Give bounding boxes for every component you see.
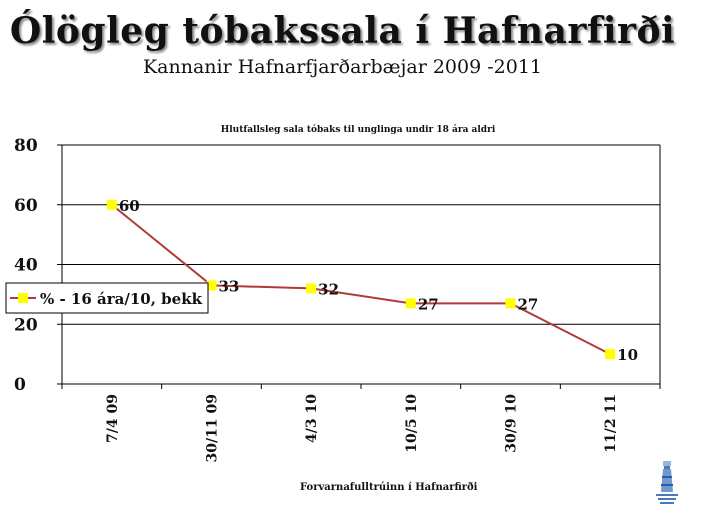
data-point [605, 349, 616, 360]
data-label: 60 [119, 197, 140, 215]
x-tick-label: 30/11 09 [205, 394, 221, 462]
y-tick-labels: 0 20 40 60 80 [14, 136, 38, 395]
y-tick-label: 40 [14, 256, 38, 276]
chart-axes [57, 144, 661, 389]
x-tick-label: 30/9 10 [504, 394, 520, 453]
footer-credit: Forvarnafulltrúinn í Hafnarfirði [300, 482, 478, 493]
series-line-path [111, 203, 611, 356]
data-label: 33 [219, 277, 240, 295]
x-tick-label: 11/2 11 [603, 394, 619, 453]
grid-lines [62, 144, 660, 325]
data-point [505, 298, 516, 309]
data-label: 32 [318, 280, 339, 298]
y-tick-label: 20 [14, 315, 38, 335]
data-point [306, 283, 317, 294]
data-label: 27 [518, 295, 539, 313]
y-tick-label: 60 [14, 196, 38, 216]
chart-legend: % - 16 ára/10, bekk [5, 282, 209, 314]
data-point [405, 298, 416, 309]
x-tick-label: 4/3 10 [304, 394, 320, 443]
data-point [206, 280, 217, 291]
chart-title: Hlutfallsleg sala tóbaks til unglinga un… [221, 124, 496, 135]
legend-marker [18, 293, 28, 303]
x-tick-label: 7/4 09 [105, 394, 121, 443]
legend-label: % - 16 ára/10, bekk [40, 290, 203, 308]
y-tick-label: 0 [14, 375, 26, 395]
data-labels: 60 33 32 27 27 10 [119, 197, 638, 364]
page-title: Ólögleg tóbakssala í Hafnarfirði [9, 10, 676, 52]
data-label: 27 [418, 295, 439, 313]
x-tick-labels: 7/4 09 30/11 09 4/3 10 10/5 10 30/9 10 11/2 1… [105, 394, 619, 463]
series-line [111, 203, 611, 356]
x-tick-label: 10/5 10 [404, 394, 420, 453]
lighthouse-logo [656, 461, 678, 504]
y-tick-label: 80 [14, 136, 38, 156]
series-markers [106, 199, 616, 360]
page-subtitle: Kannanir Hafnarfjarðarbæjar 2009 -2011 [142, 56, 543, 78]
data-point [106, 199, 117, 210]
data-label: 10 [617, 346, 638, 364]
